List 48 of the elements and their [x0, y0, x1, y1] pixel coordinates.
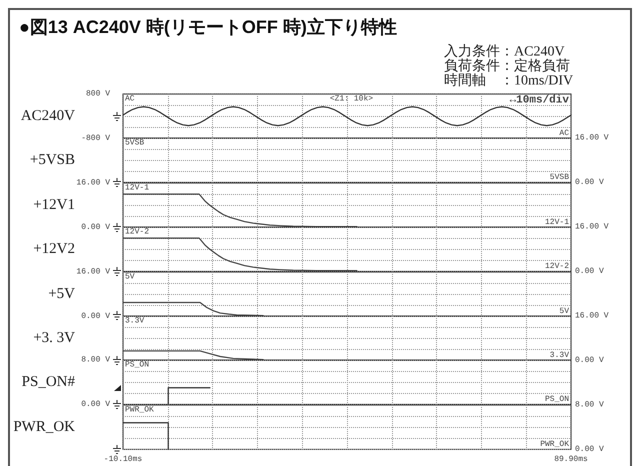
annotation: 3.3V	[125, 316, 144, 326]
y-tick-label: -800 V	[81, 134, 110, 143]
y-tick-label: 0.00 V	[81, 400, 110, 410]
y-tick-label: 800 V	[86, 90, 110, 98]
annotation: 3.3V	[550, 350, 570, 360]
y-axis-title: +5V	[48, 286, 76, 302]
y-tick-label: 0.00 V	[575, 178, 604, 188]
annotation: PWR_OK	[125, 405, 154, 414]
annotation: ↔10ms/div	[510, 94, 570, 106]
text: 入力条件：AC240V	[444, 44, 565, 60]
y-axis-title: PS_ON#	[22, 374, 76, 390]
y-tick-label: 16.00 V	[76, 267, 110, 276]
annotation: PWR_OK	[540, 440, 570, 448]
y-tick-label: 0.00 V	[575, 267, 604, 276]
annotation: <Z1: 10k>	[330, 94, 374, 104]
annotation: 5V	[125, 272, 135, 281]
y-axis-title: +3. 3V	[33, 330, 76, 346]
annotation: 12V-1	[125, 183, 150, 192]
annotation: 5VSB	[550, 173, 570, 182]
x-tick-label: 89.90ms	[554, 454, 588, 464]
annotation: 5V	[559, 306, 570, 316]
y-tick-label: 8.00 V	[575, 400, 604, 410]
annotation: 12V-2	[544, 262, 570, 271]
annotation: AC	[559, 128, 570, 138]
y-tick-label: 0.00 V	[575, 444, 604, 454]
text: 時間軸 ：10ms/DIV	[444, 72, 574, 88]
annotation: 12V-1	[544, 218, 570, 227]
y-axis-title: +12V2	[33, 241, 75, 258]
y-tick-label: 8.00 V	[81, 356, 110, 365]
y-tick-label: 16.00 V	[76, 178, 110, 188]
y-tick-label: 0.00 V	[575, 356, 604, 365]
y-tick-label: 16.00 V	[575, 311, 609, 320]
x-tick-label: -10.10ms	[104, 454, 142, 464]
y-axis-title: +5VSB	[30, 152, 75, 169]
y-axis-title: +12V1	[33, 196, 75, 213]
annotation: PS_ON	[125, 360, 150, 370]
annotation: AC	[125, 94, 135, 104]
chart-title: ●図13 AC240V 時(リモートOFF 時)立下り特性	[19, 17, 397, 37]
annotation: 12V-2	[125, 228, 150, 237]
y-axis-title: PWR_OK	[13, 418, 76, 435]
y-axis-title: AC240V	[20, 108, 76, 124]
y-tick-label: 16.00 V	[575, 134, 609, 143]
annotation: PS_ON	[544, 395, 570, 404]
y-tick-label: 0.00 V	[81, 311, 110, 320]
text: 負荷条件：定格負荷	[444, 58, 570, 74]
y-tick-label: 16.00 V	[575, 222, 609, 232]
annotation: 5VSB	[125, 138, 144, 148]
y-tick-label: 0.00 V	[81, 222, 110, 232]
